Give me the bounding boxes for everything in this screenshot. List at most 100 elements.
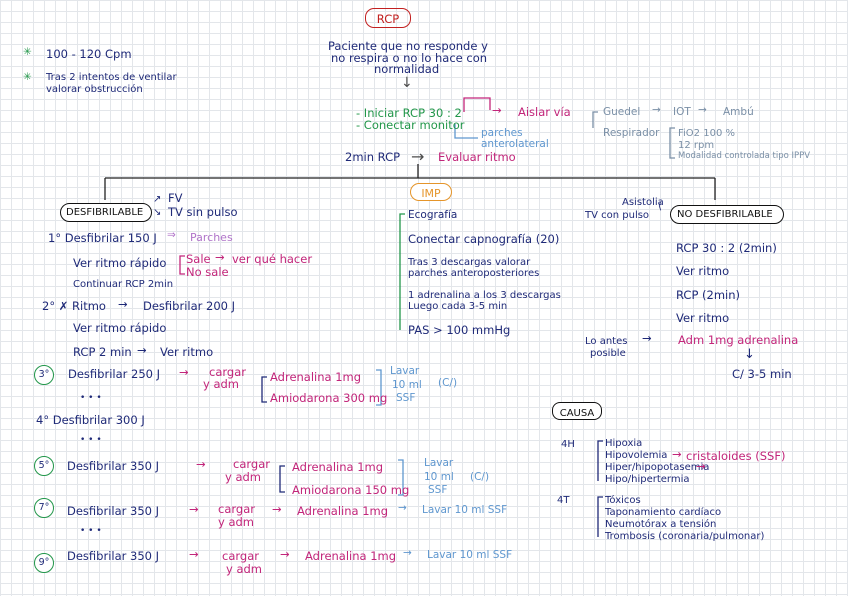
taponamiento: Taponamiento cardíaco <box>605 507 722 518</box>
patient-line-2: no respira o no lo hace con <box>331 51 488 65</box>
amiodarona-150: Amiodarona 150 mg <box>292 483 410 497</box>
4h-label: 4H <box>561 439 575 450</box>
iot: IOT <box>673 106 691 118</box>
neumotorax: Neumotórax a tensión <box>605 519 717 530</box>
imp-bracket <box>399 213 405 330</box>
star-icon: ✳ <box>23 46 32 58</box>
hipovolemia: Hipovolemia <box>605 450 668 461</box>
parches: parches <box>481 127 523 139</box>
hipo-hipertermia: Hipo/hipertermia <box>605 474 690 485</box>
nd-ver-ritmo-1: Ver ritmo <box>676 264 730 278</box>
ssf: SSF <box>396 392 416 404</box>
arrow-right-icon: → <box>189 547 199 561</box>
arrow-right-icon: → <box>196 457 206 471</box>
arrow-down-icon: ↓ <box>744 347 755 362</box>
parches-connector <box>454 124 478 139</box>
imp-ecografia: Ecografía <box>408 209 458 221</box>
cycle-3-circle: 3° <box>34 365 54 385</box>
arrow-right-icon: → <box>698 104 707 116</box>
y-adm-2: y adm <box>225 470 262 484</box>
arrow-right-icon: → <box>492 103 502 117</box>
title-box: RCP <box>365 8 411 28</box>
arrow-right-icon: → <box>672 447 682 461</box>
step-conectar-monitor: - Conectar monitor <box>356 118 465 132</box>
drug-bracket-1 <box>261 376 267 403</box>
ver-ritmo: Ver ritmo <box>160 345 214 359</box>
parches-label: Parches <box>190 231 233 244</box>
imp-parches-antero: parches anteroposteriores <box>408 268 540 279</box>
imp-capnografia: Conectar capnografía (20) <box>408 232 560 246</box>
cycle-5-circle: 5° <box>34 456 54 476</box>
tv-con-pulso: TV con pulso <box>585 210 650 221</box>
desfib-300: 4° Desfibrilar 300 J <box>36 413 145 427</box>
asistolia: Asistolia <box>622 197 664 208</box>
aislar-connector <box>463 97 491 112</box>
desfibrilable-label: DESFIBRILABLE <box>66 207 144 218</box>
arrow-right-icon: → <box>137 343 147 357</box>
lavar: Lavar <box>390 365 420 377</box>
desfib-200: Desfibrilar 200 J <box>143 299 236 313</box>
rcp-2min: RCP 2 min <box>73 345 132 359</box>
arrow-right-icon: → <box>411 147 425 166</box>
fv: FV <box>168 191 183 205</box>
desfibrilable-box: DESFIBRILABLE <box>60 203 152 222</box>
arrow-right-icon: → <box>280 547 290 561</box>
cycle-9-circle: 9° <box>34 553 54 573</box>
note-cpm: 100 - 120 Cpm <box>46 47 132 61</box>
cada-2: (C/) <box>470 471 490 483</box>
arrow-right-icon: → <box>215 250 225 264</box>
adrenalina-1mg: Adrenalina 1mg <box>270 370 362 384</box>
y-adm-4: y adm <box>226 562 263 576</box>
ambu: Ambú <box>723 106 754 118</box>
adm-adrenalina: Adm 1mg adrenalina <box>678 333 799 347</box>
note-obstruccion: valorar obstrucción <box>46 84 143 95</box>
y-adm: y adm <box>203 377 240 391</box>
arrow-down-icon: ↓ <box>401 75 413 91</box>
arrow-right-icon: ⇒ <box>167 229 176 241</box>
hipoxia: Hipoxia <box>605 438 643 449</box>
lo-antes: Lo antes <box>585 336 628 347</box>
lavar-10ml-ssf: Lavar 10 ml SSF <box>422 504 508 516</box>
arrow-right-icon: → <box>272 502 282 516</box>
ver-ritmo-rapido: Ver ritmo rápido <box>73 256 167 270</box>
dots-2: • • • <box>80 435 102 445</box>
nd-ver-ritmo-2: Ver ritmo <box>676 311 730 325</box>
eval-rcp: 2min RCP <box>345 150 401 164</box>
arrow-right-icon: → <box>118 297 128 311</box>
respirador: Respirador <box>603 127 660 139</box>
adrenalina-1mg-2: Adrenalina 1mg <box>292 460 384 474</box>
no-sale: No sale <box>186 265 229 279</box>
cada-3-5: C/ 3-5 min <box>732 367 792 381</box>
drug-bracket-2 <box>279 465 285 493</box>
star-icon: ✳ <box>23 71 32 83</box>
aislar-via: Aislar vía <box>518 105 571 119</box>
cristaloides: cristaloides (SSF) <box>686 449 786 463</box>
dots: • • • <box>80 393 102 403</box>
arrow-right-icon: → <box>642 331 652 345</box>
4t-label: 4T <box>557 495 570 506</box>
title: RCP <box>376 12 400 26</box>
arrow-right-icon: → <box>652 104 661 116</box>
cargar-2: cargar <box>233 457 270 471</box>
imp-luego: Luego cada 3-5 min <box>408 301 508 312</box>
ver-ritmo-rapido-2: Ver ritmo rápido <box>73 321 167 335</box>
desfib-350-b: Desfibrilar 350 J <box>67 504 160 518</box>
dots-3: • • • <box>80 526 102 536</box>
guedel-bracket <box>592 111 598 128</box>
evaluar-ritmo: Evaluar ritmo <box>438 150 516 164</box>
desfib-150: 1° Desfibrilar 150 J <box>48 231 157 245</box>
guedel: Guedel <box>603 106 641 118</box>
h-bracket <box>597 440 603 481</box>
posible: posible <box>590 348 626 359</box>
nd-rcp-30-2: RCP 30 : 2 (2min) <box>676 241 777 255</box>
cada: (C/) <box>438 377 458 389</box>
patient-line-3: normalidad <box>374 62 440 76</box>
toxicos: Tóxicos <box>605 495 641 506</box>
note-ventilar: Tras 2 intentos de ventilar <box>46 72 177 83</box>
step-iniciar-rcp: - Iniciar RCP 30 : 2 <box>356 106 462 120</box>
imp-box: IMP <box>410 183 452 201</box>
10ml-2: 10 ml <box>424 471 454 483</box>
lavar-10ml-ssf-2: Lavar 10 ml SSF <box>427 549 513 561</box>
y-adm-3: y adm <box>218 515 255 529</box>
